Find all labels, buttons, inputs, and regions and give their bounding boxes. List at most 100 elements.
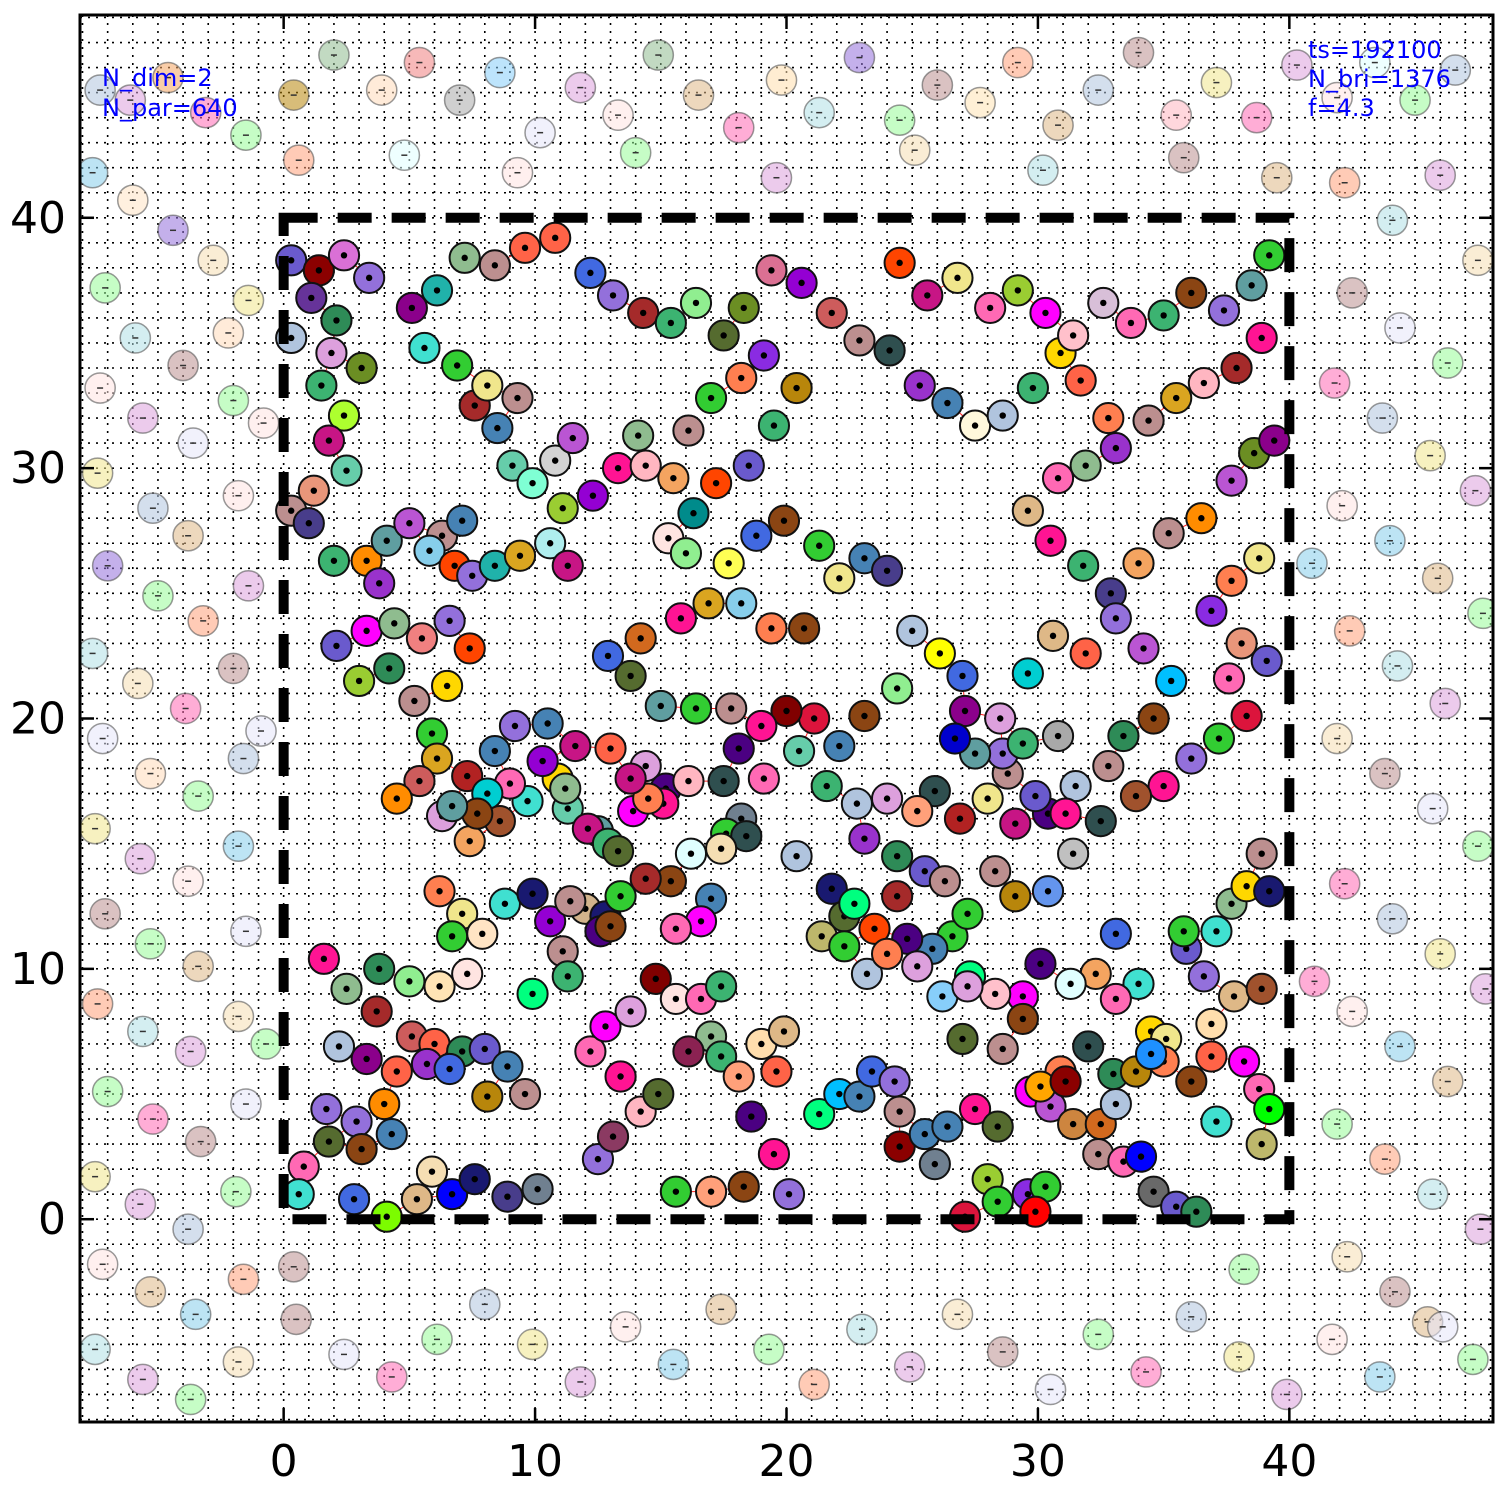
inner-particle-center: [896, 1108, 903, 1115]
inner-particle-center: [815, 1110, 823, 1118]
inner-particle-center: [323, 1105, 330, 1113]
inner-particle-center: [863, 970, 871, 978]
inner-particle-center: [780, 517, 788, 524]
inner-particle-center: [521, 244, 529, 252]
inner-particle-center: [815, 542, 823, 549]
inner-particle-center: [463, 772, 471, 780]
inner-particle-center: [1047, 1103, 1054, 1110]
inner-particle-center: [1105, 762, 1112, 770]
inner-particle-center: [1160, 782, 1167, 790]
inner-particle-center: [984, 795, 991, 802]
inner-particle-center: [1233, 364, 1240, 372]
inner-particle-center: [408, 304, 416, 312]
inner-particle-center: [629, 807, 637, 815]
inner-particle-center: [652, 975, 659, 983]
inner-particle-center: [587, 1048, 594, 1055]
inner-particle-center: [343, 467, 350, 474]
inner-particle-center: [617, 1073, 624, 1080]
inner-particle-center: [667, 878, 675, 885]
inner-particle-center: [768, 625, 775, 632]
inner-particle-center: [471, 1175, 478, 1183]
inner-particle-center: [697, 918, 705, 925]
inner-particle-center: [504, 1063, 511, 1070]
inner-particle-center: [363, 627, 370, 635]
inner-particle-center: [1243, 712, 1250, 720]
inner-particle-center: [1228, 477, 1235, 484]
info-nbri: N_bri=1376: [1308, 65, 1451, 93]
x-tick-label: 10: [507, 1436, 563, 1487]
inner-particle-center: [883, 795, 891, 802]
inner-particle-center: [773, 1068, 780, 1075]
inner-particle-center: [685, 427, 692, 434]
inner-particle-center: [1135, 560, 1142, 567]
inner-particle-center: [504, 1193, 511, 1200]
inner-particle-center: [1019, 993, 1027, 1000]
inner-particle-center: [785, 1190, 793, 1198]
inner-particle-center: [727, 705, 735, 712]
inner-particle-center: [841, 943, 848, 950]
inner-particle-center: [745, 462, 752, 469]
inner-particle-center: [991, 990, 999, 998]
inner-particle-center: [642, 762, 649, 770]
inner-particle-center: [645, 795, 652, 802]
inner-particle-center: [469, 572, 476, 579]
inner-particle-center: [514, 394, 521, 402]
inner-particle-center: [1238, 640, 1245, 647]
inner-particle-center: [496, 817, 504, 825]
inner-particle-center: [1140, 645, 1147, 652]
inner-particle-center: [562, 785, 569, 792]
inner-particle-center: [959, 1035, 966, 1043]
inner-particle-center: [770, 1150, 778, 1158]
inner-particle-center: [861, 835, 868, 842]
inner-particle-center: [564, 805, 571, 812]
inner-particle-center: [428, 730, 436, 737]
inner-particle-center: [1105, 414, 1112, 422]
inner-particle-center: [411, 697, 418, 705]
inner-particle-center: [609, 1133, 617, 1140]
inner-particle-center: [287, 507, 295, 514]
simulation-box: [278, 212, 1295, 1225]
inner-particle-center: [748, 1113, 755, 1120]
inner-particle-center: [617, 893, 624, 900]
inner-particle-center: [509, 462, 516, 469]
inner-particle-center: [300, 1163, 307, 1170]
inner-particle-center: [971, 750, 979, 757]
inner-particle-center: [1150, 1188, 1157, 1195]
inner-particle-center: [1215, 735, 1223, 742]
outer-particles: [80, 36, 1493, 1416]
inner-particle-center: [760, 352, 768, 359]
inner-particle-center: [672, 995, 680, 1003]
inner-particle-center: [1160, 312, 1167, 319]
inner-particle-center: [1173, 394, 1180, 402]
inner-particle-center: [1200, 973, 1208, 980]
inner-particle-center: [564, 562, 571, 569]
inner-particle-center: [287, 334, 295, 342]
inner-particle-center: [692, 299, 700, 307]
inner-particle-center: [1137, 1153, 1145, 1160]
inner-particle-center: [406, 978, 413, 985]
inner-particle-center: [1047, 537, 1054, 544]
inner-particle-center: [448, 1190, 456, 1198]
inner-particle-center: [1097, 817, 1104, 825]
inner-particle-center: [697, 995, 705, 1003]
inner-particle-center: [484, 790, 491, 797]
inner-particle-center: [1042, 309, 1049, 317]
inner-particle-center: [1255, 1085, 1263, 1093]
inner-particle-center: [609, 292, 617, 299]
inner-particle-center: [325, 1138, 333, 1145]
inner-particle-center: [1255, 555, 1263, 562]
inner-particle-center: [471, 402, 478, 409]
x-tick-label: 30: [1010, 1436, 1066, 1487]
inner-particle-center: [559, 505, 566, 512]
inner-particle-center: [758, 1040, 765, 1048]
inner-particle-center: [692, 705, 700, 712]
outer-particle: [1469, 973, 1493, 1005]
inner-particle-center: [448, 933, 456, 940]
inner-particle-center: [903, 935, 911, 943]
inner-particle-center: [587, 269, 594, 277]
inner-particle-center: [1072, 782, 1079, 790]
inner-particle-center: [705, 600, 712, 607]
inner-particle-center: [851, 900, 858, 907]
inner-particle-center: [363, 1055, 370, 1063]
inner-particle-center: [594, 1155, 602, 1163]
